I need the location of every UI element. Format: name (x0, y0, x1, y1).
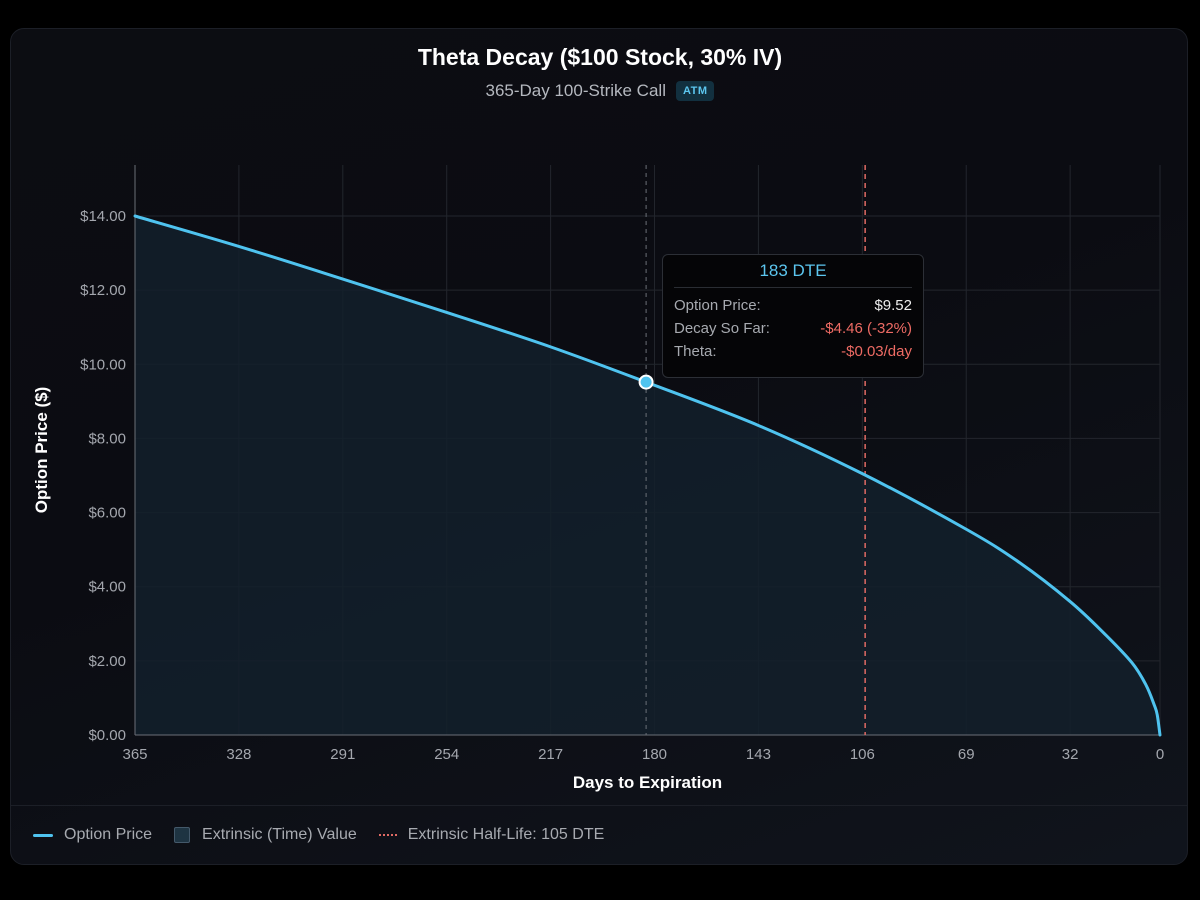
x-axis-label: Days to Expiration (573, 773, 722, 792)
tooltip-row-theta: Theta: -$0.03/day (674, 340, 912, 363)
x-tick-label: 217 (538, 746, 563, 763)
tooltip-value: -$4.46 (-32%) (820, 320, 912, 337)
legend: Option Price Extrinsic (Time) Value Extr… (33, 826, 626, 844)
extrinsic-value-area (135, 216, 1160, 735)
x-tick-label: 365 (122, 746, 147, 763)
line-swatch-icon (33, 833, 53, 837)
tooltip-header: 183 DTE (674, 261, 912, 288)
y-tick-label: $12.00 (80, 282, 126, 299)
tooltip-value: -$0.03/day (841, 343, 912, 360)
x-tick-label: 180 (642, 746, 667, 763)
option-price-line (133, 214, 1162, 737)
legend-label: Option Price (64, 826, 153, 843)
y-tick-label: $6.00 (88, 505, 126, 522)
tooltip-row-decay: Decay So Far: -$4.46 (-32%) (674, 317, 912, 340)
y-axis-label: Option Price ($) (32, 387, 51, 514)
tooltip-label: Decay So Far: (674, 320, 770, 337)
y-tick-label: $8.00 (88, 430, 126, 447)
x-tick-label: 0 (1156, 746, 1164, 763)
area-swatch-icon (174, 827, 191, 843)
tooltip-label: Theta: (674, 343, 717, 360)
x-tick-label: 143 (746, 746, 771, 763)
x-tick-label: 32 (1062, 746, 1079, 763)
tooltip: 183 DTE Option Price: $9.52 Decay So Far:… (662, 254, 924, 378)
tooltip-label: Option Price: (674, 297, 761, 314)
y-tick-label: $14.00 (80, 208, 126, 225)
legend-item-extrinsic[interactable]: Extrinsic (Time) Value (174, 826, 357, 844)
dashed-line-swatch-icon (378, 834, 397, 836)
legend-label: Extrinsic Half-Life: 105 DTE (407, 826, 605, 843)
x-tick-label: 254 (434, 746, 459, 763)
chart-title: Theta Decay ($100 Stock, 30% IV) (417, 44, 783, 70)
x-tick-label: 291 (330, 746, 355, 763)
x-tick-label: 106 (850, 746, 875, 763)
y-tick-label: $10.00 (80, 356, 126, 373)
y-tick-label: $2.00 (88, 653, 126, 670)
chart-subtitle: 365-Day 100-Strike Call ATM (0, 81, 1200, 101)
x-tick-label: 328 (226, 746, 251, 763)
legend-label: Extrinsic (Time) Value (202, 826, 357, 843)
legend-divider (11, 805, 1187, 806)
x-tick-label: 69 (958, 746, 975, 763)
legend-item-option-price[interactable]: Option Price (33, 826, 152, 844)
legend-item-half-life[interactable]: Extrinsic Half-Life: 105 DTE (378, 826, 605, 844)
subtitle-text: 365-Day 100-Strike Call (485, 81, 666, 100)
atm-badge: ATM (675, 81, 715, 101)
y-tick-label: $4.00 (88, 579, 126, 596)
tooltip-row-price: Option Price: $9.52 (674, 294, 912, 317)
y-tick-label: $0.00 (88, 727, 126, 744)
hover-point (638, 374, 654, 390)
tooltip-value: $9.52 (874, 297, 912, 314)
